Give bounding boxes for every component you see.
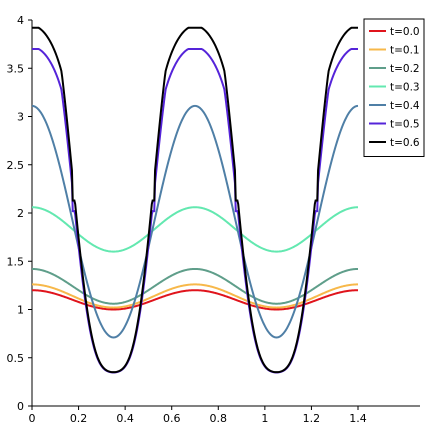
- legend-label: t=0.4: [390, 100, 420, 112]
- series-line-t-0-5: [32, 47, 358, 374]
- series-line-t-0-6: [32, 26, 358, 374]
- series-lines: [31, 26, 359, 374]
- legend-label: t=0.5: [390, 119, 420, 131]
- y-tick-label: 2.5: [7, 159, 25, 172]
- x-tick-label: 0.4: [116, 412, 134, 425]
- x-tick-label: 0.8: [210, 412, 228, 425]
- x-tick-label: 1.2: [303, 412, 321, 425]
- series-line-t-0-1: [31, 283, 359, 309]
- x-tick-label: 1: [261, 412, 268, 425]
- y-tick-label: 3: [17, 111, 24, 124]
- y-tick-label: 2: [17, 207, 24, 220]
- y-tick-label: 0.5: [7, 352, 25, 365]
- legend-box: [363, 18, 425, 157]
- series-line-t-0-3: [31, 206, 359, 253]
- x-tick-label: 0.6: [163, 412, 181, 425]
- series-line-t-0-4: [31, 104, 359, 339]
- y-tick-label: 4: [17, 14, 24, 27]
- legend-label: t=0.3: [390, 82, 420, 94]
- y-tick-label: 1.5: [7, 255, 25, 268]
- y-tick-label: 3.5: [7, 62, 25, 75]
- legend-label: t=0.2: [390, 63, 420, 75]
- y-tick-label: 1: [17, 304, 24, 317]
- x-tick-label: 0.2: [70, 412, 88, 425]
- x-tick-label: 0: [29, 412, 36, 425]
- legend-label: t=0.1: [390, 45, 420, 57]
- legend-label: t=0.6: [390, 137, 420, 149]
- legend: t=0.0 t=0.1 t=0.2 t=0.3 t=0.4 t=0.5 t=0.6: [363, 18, 425, 157]
- y-tick-label: 0: [17, 400, 24, 413]
- series-line-t-0-2: [31, 267, 359, 305]
- axes: 0 0.2 0.4 0.6 0.8 1 1.2 1.4 0 0.5 1 1.5 2 2.5 3 3.5 4: [7, 14, 420, 425]
- legend-label: t=0.0: [390, 26, 420, 38]
- x-tick-label: 1.4: [349, 412, 367, 425]
